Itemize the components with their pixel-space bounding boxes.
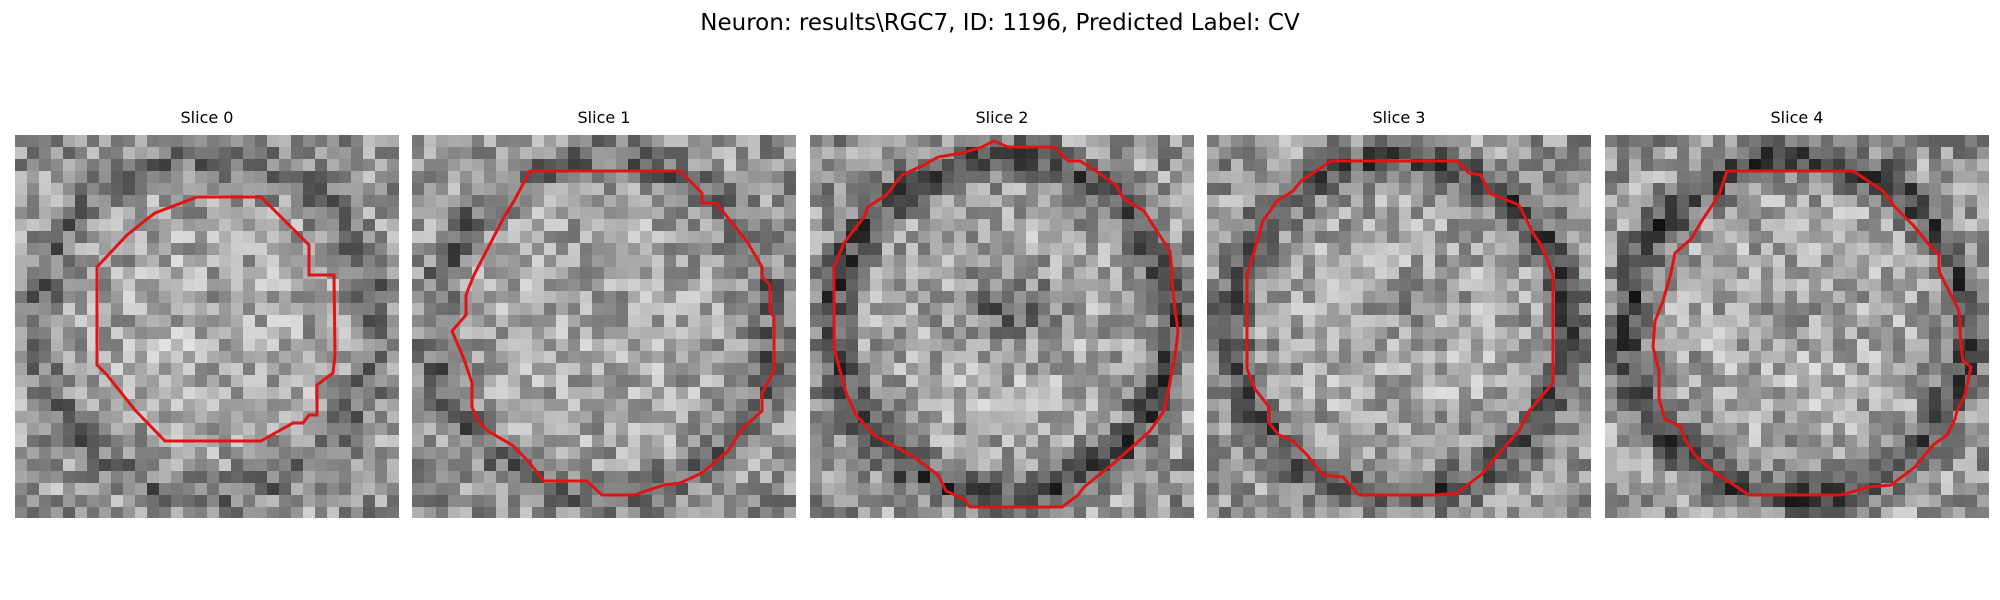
figure-title: Neuron: results\RGC7, ID: 1196, Predicte…: [0, 8, 2000, 38]
slice-4-image: [1605, 135, 1989, 518]
slice-1-image: [412, 135, 796, 518]
slice-2-image: [810, 135, 1194, 518]
slice-3-title: Slice 3: [1207, 108, 1591, 128]
slice-1-title: Slice 1: [412, 108, 796, 128]
slice-0-title: Slice 0: [15, 108, 399, 128]
slice-2-title: Slice 2: [810, 108, 1194, 128]
slice-4-title: Slice 4: [1605, 108, 1989, 128]
slice-0-image: [15, 135, 399, 518]
slice-3-image: [1207, 135, 1591, 518]
